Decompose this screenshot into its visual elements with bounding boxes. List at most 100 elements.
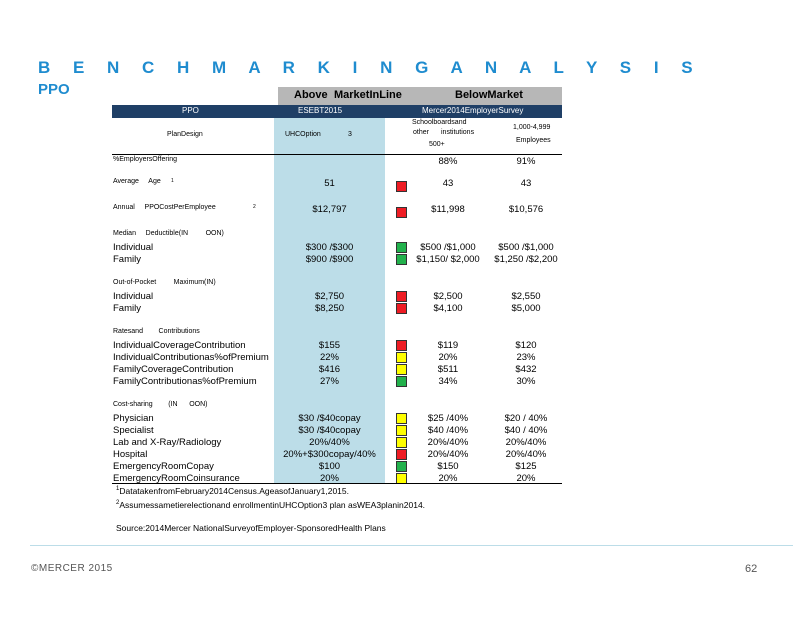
table-bottom-rule: [112, 483, 562, 484]
row-label: Individual: [113, 291, 154, 302]
market-below-label: BelowMarket: [455, 89, 523, 101]
status-flag-red: [396, 449, 407, 460]
value-employers: $40 / 40%: [504, 425, 548, 436]
table-row: FamilyCoverageContribution $416 $511 $432: [112, 364, 562, 376]
table-row: Annual PPOCostPerEmployee 2 $12,797 $11,998…: [112, 204, 562, 218]
table-row: Physician $30 /$40copay $25 /40% $20 / 40%: [112, 413, 562, 425]
status-flag-green: [396, 242, 407, 253]
row-label: Lab and X-Ray/Radiology: [113, 437, 222, 448]
subheader-plan-design: PlanDesign: [167, 131, 203, 138]
value-schools: 43: [442, 178, 454, 189]
ese-column-highlight: [274, 105, 385, 483]
footnote-2: 2Assumessametierelectionand enrollmentin…: [116, 500, 426, 510]
row-label: Specialist: [113, 425, 154, 436]
row-label: %EmployersOffering: [113, 156, 178, 163]
value-ese: $12,797: [312, 204, 347, 215]
value-schools: 20%/40%: [427, 437, 469, 448]
value-schools: $11,998: [431, 204, 465, 215]
subheader-schools-3: institutions: [441, 129, 475, 136]
row-label: EmergencyRoomCopay: [113, 461, 214, 472]
value-ese: 27%: [319, 376, 339, 387]
value-schools: $1,150/ $2,000: [416, 254, 480, 265]
table-row: FamilyContributionas%ofPremium 27% 34% 30%: [112, 376, 562, 388]
value-employers: 30%: [516, 376, 536, 387]
subheader-schools-4: 500+: [429, 141, 445, 148]
value-schools: 34%: [438, 376, 458, 387]
table-row: Median Deductible(IN OON): [112, 230, 562, 242]
page-number: 62: [745, 563, 758, 575]
row-label: FamilyCoverageContribution: [113, 364, 234, 375]
value-employers: $125: [515, 461, 537, 472]
status-flag-yellow: [396, 413, 407, 424]
value-ese: $416: [318, 364, 341, 375]
value-schools: $4,100: [433, 303, 463, 314]
row-label: IndividualContributionas%ofPremium: [113, 352, 269, 363]
value-employers: $10,576: [508, 204, 544, 215]
footer-rule: [30, 545, 793, 546]
value-schools: $150: [437, 461, 459, 472]
status-flag-red: [396, 340, 407, 351]
value-schools: $500 /$1,000: [420, 242, 476, 253]
row-label: FamilyContributionas%ofPremium: [113, 376, 257, 387]
value-employers: 20%/40%: [505, 437, 547, 448]
status-flag-yellow: [396, 364, 407, 375]
status-flag-yellow: [396, 437, 407, 448]
value-employers: 20%: [516, 473, 536, 484]
subheader-schools-2: other: [413, 129, 429, 136]
value-employers: $2,550: [511, 291, 541, 302]
value-ese: 20%: [319, 473, 339, 484]
table-row: Cost-sharing (IN OON): [112, 401, 562, 413]
value-schools: $511: [437, 364, 459, 375]
table-subheader: PlanDesign UHCOption 3 Schoolboardsand o…: [112, 118, 562, 155]
row-label: Hospital: [113, 449, 148, 460]
value-ese: 51: [324, 178, 335, 189]
subheader-schools-1: Schoolboardsand: [412, 119, 467, 126]
value-schools: $2,500: [433, 291, 463, 302]
table-row: Family $8,250 $4,100 $5,000: [112, 303, 562, 315]
source-note: Source:2014Mercer NationalSurveyofEmploy…: [116, 523, 386, 533]
subheader-employers-2: Employees: [516, 137, 551, 144]
value-schools: 20%: [438, 352, 458, 363]
value-schools: 20%: [438, 473, 458, 484]
value-ese: $30 /$40copay: [298, 413, 361, 424]
row-label: Family: [113, 254, 141, 265]
table-row: Lab and X-Ray/Radiology 20%/40% 20%/40% 20%…: [112, 437, 562, 449]
row-label: Average Age: [113, 178, 161, 185]
table-row: Out-of-Pocket Maximum(IN): [112, 279, 562, 291]
status-flag-green: [396, 254, 407, 265]
status-flag-yellow: [396, 425, 407, 436]
value-employers: 23%: [516, 352, 536, 363]
status-flag-red: [396, 181, 407, 192]
row-footnote-ref: 2: [253, 204, 256, 210]
value-ese: $155: [318, 340, 341, 351]
status-flag-red: [396, 303, 407, 314]
subheader-uhc: UHCOption: [285, 131, 321, 138]
page-subtitle: PPO: [38, 81, 70, 98]
status-flag-green: [396, 376, 407, 387]
value-ese: $300 /$300: [305, 242, 354, 253]
value-employers: $500 /$1,000: [498, 242, 554, 253]
table-row: Family $900 /$900 $1,150/ $2,000 $1,250 /$2…: [112, 254, 562, 266]
table-row: Ratesand Contributions: [112, 328, 562, 340]
row-label: Family: [113, 303, 141, 314]
value-employers: $5,000: [511, 303, 541, 314]
value-employers: $432: [515, 364, 537, 375]
status-flag-green: [396, 461, 407, 472]
row-label: Individual: [113, 242, 154, 253]
table-row: Individual $300 /$300 $500 /$1,000 $500 /$1…: [112, 242, 562, 254]
table-row: Specialist $30 /$40copay $40 /40% $40 / 40%: [112, 425, 562, 437]
table-row: Average Age 1 51 43 43: [112, 178, 562, 192]
table-row: IndividualCoverageContribution $155 $119 $1…: [112, 340, 562, 352]
row-label: EmergencyRoomCoinsurance: [113, 473, 240, 484]
row-label: Cost-sharing (IN OON): [113, 401, 208, 408]
header-divider: [112, 154, 562, 155]
value-employers: 20%/40%: [505, 449, 547, 460]
value-employers: 91%: [516, 156, 536, 167]
status-flag-red: [396, 207, 407, 218]
table-row: Individual $2,750 $2,500 $2,550: [112, 291, 562, 303]
header-esebt: ESEBT2015: [298, 106, 343, 115]
status-flag-yellow: [396, 352, 407, 363]
market-legend-bar: Above MarketInLine BelowMarket: [278, 87, 562, 105]
row-label: IndividualCoverageContribution: [113, 340, 246, 351]
table-row: IndividualContributionas%ofPremium 22% 20%…: [112, 352, 562, 364]
